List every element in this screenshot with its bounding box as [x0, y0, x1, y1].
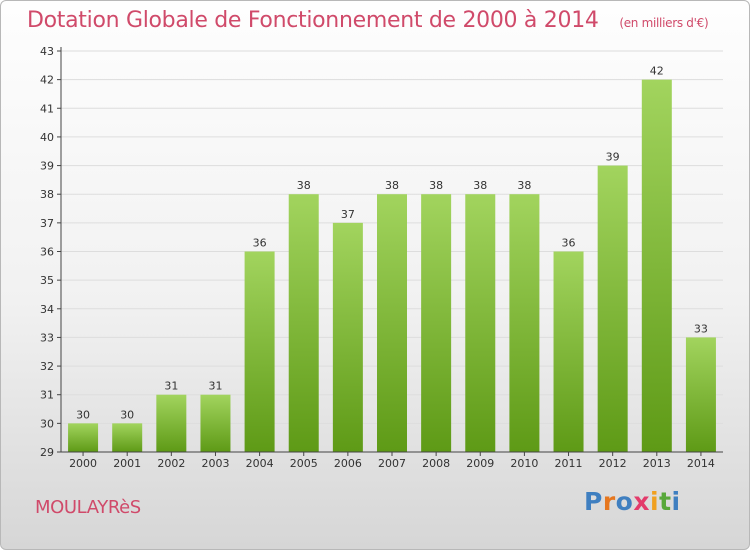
x-tick-label: 2012: [599, 457, 627, 470]
bars: 30 30 31 31 36 38 37 38 38 38 38 36 39 42 33: [68, 65, 716, 453]
y-tick-label: 41: [40, 102, 54, 115]
bar: [332, 222, 363, 452]
logo-letter: x: [633, 487, 650, 516]
bar: [553, 251, 584, 452]
y-tick-label: 34: [40, 303, 54, 316]
x-tick-label: 2005: [290, 457, 318, 470]
y-tick-label: 30: [40, 417, 54, 430]
x-tick-label: 2008: [422, 457, 450, 470]
bar: [288, 194, 319, 452]
bar: [509, 194, 540, 452]
x-tick-label: 2000: [69, 457, 97, 470]
y-tick-label: 43: [40, 45, 54, 58]
y-tick-label: 39: [40, 160, 54, 173]
x-tick-label: 2011: [555, 457, 583, 470]
bar: [641, 79, 672, 453]
y-tick-label: 33: [40, 331, 54, 344]
y-tick-label: 32: [40, 360, 54, 373]
x-tick-label: 2010: [510, 457, 538, 470]
x-tick-label: 2003: [201, 457, 229, 470]
data-label: 30: [120, 408, 134, 421]
logo-letter: o: [615, 487, 634, 516]
chart-subtitle: (en milliers d'€): [619, 16, 709, 30]
data-label: 36: [562, 237, 576, 250]
x-tick-label: 2004: [246, 457, 274, 470]
data-label: 38: [517, 179, 531, 192]
logo-letter: t: [659, 487, 672, 516]
bar: [597, 165, 628, 453]
logo-letter: P: [584, 487, 603, 516]
data-label: 33: [694, 322, 708, 335]
data-label: 38: [473, 179, 487, 192]
y-tick-label: 35: [40, 274, 54, 287]
x-tick-label: 2009: [466, 457, 494, 470]
logo-letter: i: [650, 487, 660, 516]
logo-letter: r: [602, 487, 616, 516]
bar: [244, 251, 275, 452]
y-tick-label: 31: [40, 389, 54, 402]
data-label: 31: [208, 380, 222, 393]
bar: [421, 194, 452, 452]
bar: [112, 423, 143, 452]
x-tick-label: 2014: [687, 457, 715, 470]
bar: [465, 194, 496, 452]
proxiti-logo: Proxiti: [584, 487, 681, 516]
data-label: 38: [297, 179, 311, 192]
chart-title: Dotation Globale de Fonctionnement de 20…: [27, 8, 709, 33]
x-tick-label: 2001: [113, 457, 141, 470]
x-tick-label: 2002: [157, 457, 185, 470]
data-label: 30: [76, 408, 90, 421]
y-tick-label: 38: [40, 188, 54, 201]
bar: [685, 337, 716, 452]
town-name: MOULAYRèS: [35, 497, 141, 518]
data-label: 38: [385, 179, 399, 192]
bar: [68, 423, 99, 452]
axes: 29 30 31 32 33 34 35 36 37 38 39 40 41 42 43 2000 2001 20…: [40, 45, 723, 470]
y-tick-label: 29: [40, 446, 54, 459]
data-label: 31: [164, 380, 178, 393]
logo-letter: i: [671, 487, 681, 516]
x-tick-label: 2007: [378, 457, 406, 470]
x-tick-label: 2006: [334, 457, 362, 470]
y-tick-label: 37: [40, 217, 54, 230]
y-tick-label: 36: [40, 246, 54, 259]
y-tick-label: 40: [40, 131, 54, 144]
data-label: 39: [606, 151, 620, 164]
y-tick-label: 42: [40, 74, 54, 87]
x-tick-label: 2013: [643, 457, 671, 470]
bar: [200, 394, 231, 452]
chart-title-text: Dotation Globale de Fonctionnement de 20…: [27, 8, 599, 33]
data-label: 38: [429, 179, 443, 192]
data-label: 37: [341, 208, 355, 221]
bar: [377, 194, 407, 452]
bar: [156, 394, 187, 452]
data-label: 36: [253, 237, 267, 250]
data-label: 42: [650, 65, 664, 78]
